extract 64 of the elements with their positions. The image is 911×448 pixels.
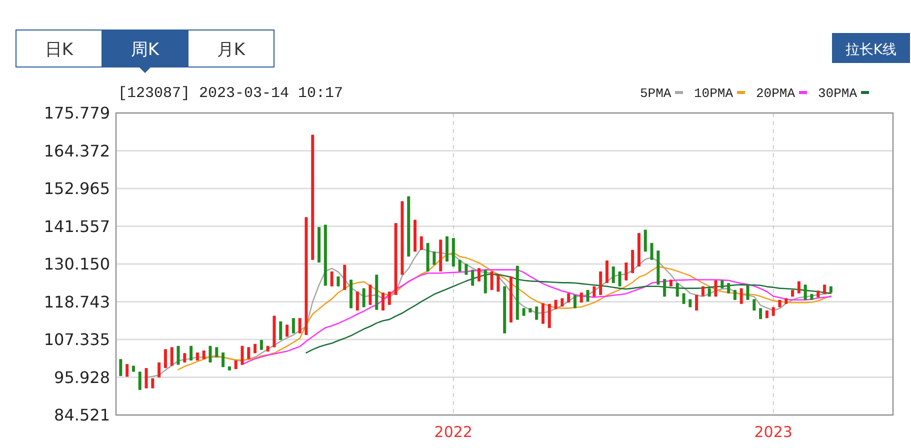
candlestick	[170, 346, 174, 366]
line-series	[242, 269, 832, 366]
candlestick	[695, 294, 698, 311]
candlestick	[298, 318, 302, 334]
candlestick	[676, 282, 679, 298]
y-tick-label: 164.372	[44, 141, 110, 160]
candlestick	[292, 318, 295, 334]
candlestick	[804, 284, 807, 300]
candlestick	[330, 270, 334, 287]
chart-title: [123087] 2023-03-14 10:17	[118, 85, 344, 102]
legend-label: 20PMA	[756, 86, 796, 101]
candlestick	[388, 291, 391, 306]
x-tick-label: 2022	[434, 423, 472, 441]
candlestick	[382, 292, 385, 311]
candlestick	[618, 270, 622, 287]
y-tick-label: 118.743	[44, 292, 110, 312]
candlestick	[644, 229, 647, 252]
candlestick	[605, 260, 608, 284]
candlestick	[746, 284, 750, 300]
legend-label: 10PMA	[694, 86, 734, 101]
candlestick	[420, 236, 423, 250]
candlestick	[740, 288, 743, 304]
candlestick	[541, 302, 544, 324]
y-tick-label: 175.779	[44, 104, 110, 123]
candlestick	[138, 371, 142, 390]
candlestick	[190, 345, 193, 361]
x-tick-label: 2023	[754, 423, 792, 441]
text: 月K	[216, 40, 246, 60]
y-tick-label: 141.557	[44, 216, 110, 236]
candlestick	[752, 298, 756, 311]
candlestick	[176, 345, 180, 366]
line-series	[306, 273, 832, 354]
y-tick-label: 152.965	[44, 179, 110, 198]
candlestick	[144, 368, 148, 389]
text: 拉长K线	[845, 42, 897, 58]
candlestick	[368, 284, 372, 306]
candlestick	[183, 352, 186, 363]
text: 周K	[130, 40, 160, 60]
candlestick	[484, 269, 487, 294]
candlestick	[490, 270, 494, 290]
candlestick	[119, 358, 122, 377]
candlestick	[279, 320, 282, 340]
y-tick-label: 84.521	[54, 406, 110, 425]
candlestick	[599, 270, 602, 296]
candlestick	[164, 348, 167, 369]
y-tick-label: 107.335	[44, 330, 110, 350]
candlestick	[535, 306, 538, 320]
candlestick	[158, 362, 161, 378]
candlestick	[240, 345, 244, 366]
candlestick	[432, 251, 436, 266]
y-tick-label: 95.928	[54, 368, 110, 387]
y-tick-label: 130.150	[44, 254, 110, 274]
candlestick	[823, 284, 826, 294]
legend-label: 5PMA	[640, 86, 672, 101]
candlestick	[126, 364, 129, 378]
legend-label: 30PMA	[818, 86, 858, 101]
candlestick	[624, 262, 628, 281]
candlestick	[663, 278, 666, 298]
candlestick	[208, 345, 212, 363]
candlestick	[727, 282, 730, 294]
candlestick	[650, 242, 654, 260]
candlestick	[222, 352, 225, 368]
text: 日K	[44, 40, 74, 60]
candlestick	[356, 291, 359, 311]
